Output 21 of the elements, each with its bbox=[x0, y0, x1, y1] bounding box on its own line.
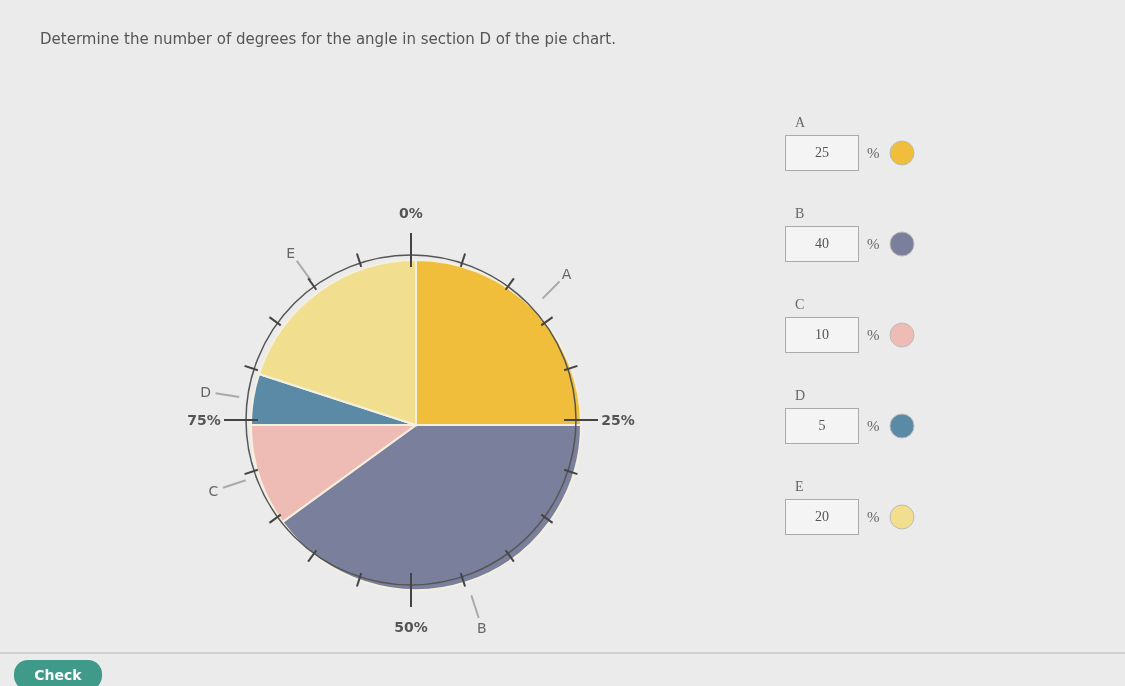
check-button: Check bbox=[14, 660, 102, 686]
category-label: E bbox=[795, 479, 804, 494]
text: 40 % bbox=[815, 235, 880, 252]
text: 25 % bbox=[815, 144, 880, 161]
text: 0% bbox=[399, 205, 423, 221]
slice-label: A bbox=[561, 266, 572, 283]
category-label: B bbox=[795, 206, 805, 221]
text: 50% bbox=[394, 619, 428, 635]
text: 20 % bbox=[815, 508, 880, 525]
category-label: C bbox=[795, 297, 805, 312]
text: 75% bbox=[187, 412, 221, 428]
category-label: A bbox=[795, 115, 806, 130]
text: 10 % bbox=[815, 326, 880, 343]
data-label: 25% bbox=[601, 412, 635, 428]
slice-label: E bbox=[286, 244, 296, 261]
chart-title: Determine the number of degrees for the angle in section D of the pie chart. bbox=[40, 30, 616, 48]
slice-label: C bbox=[208, 482, 219, 499]
slice-label: B bbox=[477, 619, 487, 636]
category-label: D bbox=[795, 388, 806, 403]
slice-label: D bbox=[200, 383, 212, 400]
text: 5 % bbox=[818, 417, 880, 434]
